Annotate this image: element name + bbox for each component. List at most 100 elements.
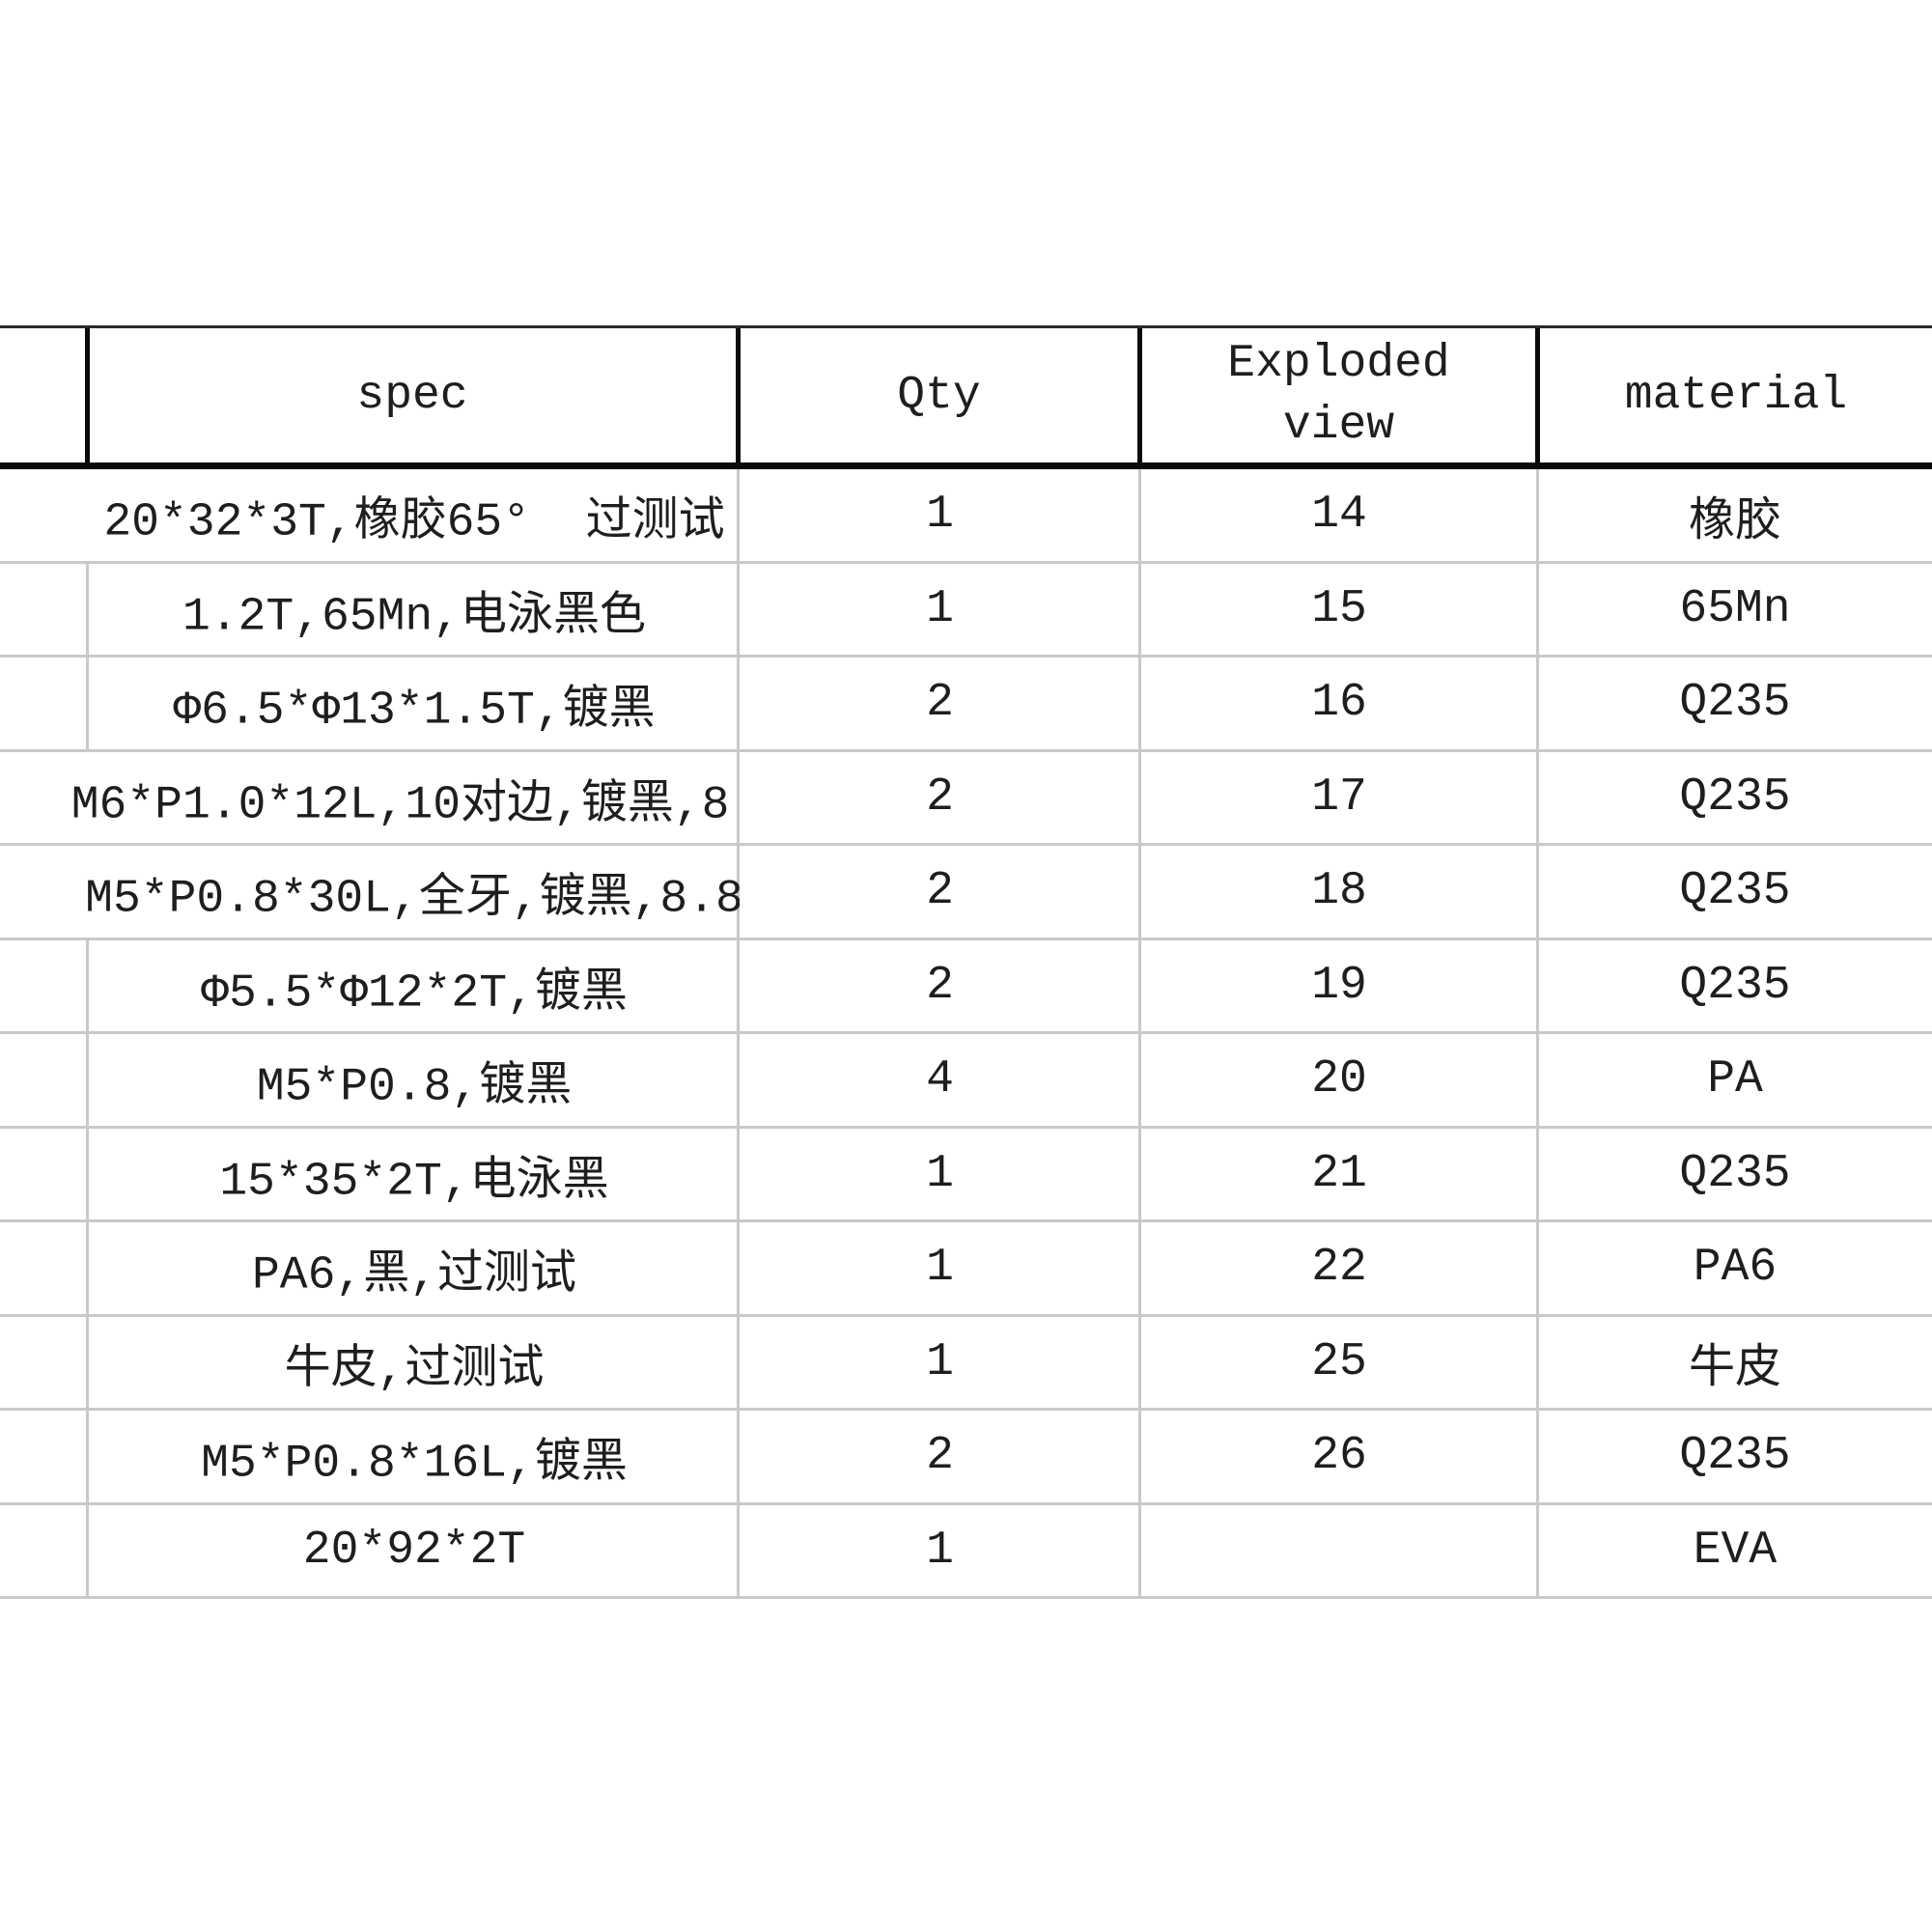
material-cell: Q235 <box>1679 1430 1791 1483</box>
table-row: 20*32*3T,橡胶65° 过测试 1 14 橡胶 <box>0 469 1932 564</box>
column-gridline <box>1138 469 1141 561</box>
table-row: M6*P1.0*12L,10对边,镀黑,8. 2 17 Q235 <box>0 751 1932 846</box>
column-gridline <box>1536 1504 1539 1596</box>
spec-cell: M5*P0.8,镀黑 <box>256 1061 573 1114</box>
material-cell: EVA <box>1693 1524 1778 1577</box>
column-gridline <box>1536 1316 1539 1408</box>
column-gridline <box>86 939 89 1031</box>
column-gridline <box>1138 658 1141 749</box>
material-cell: 65Mn <box>1679 582 1791 635</box>
column-gridline <box>737 1222 740 1314</box>
column-gridline <box>736 328 741 462</box>
exploded-view-cell: 18 <box>1311 865 1367 918</box>
spec-cell: 1.2T,65Mn,电泳黑色 <box>182 591 647 644</box>
column-gridline <box>737 751 740 843</box>
exploded-view-cell: 14 <box>1311 489 1367 542</box>
header-cell-qty: Qty <box>741 328 1137 462</box>
qty-cell: 1 <box>926 1524 954 1577</box>
column-gridline <box>737 563 740 655</box>
header-cell-spec: spec <box>89 328 736 462</box>
spec-cell: 牛皮,过测试 <box>284 1344 545 1397</box>
column-gridline <box>737 658 740 749</box>
header-label-spec: spec <box>356 369 468 422</box>
qty-cell: 1 <box>926 1147 954 1200</box>
qty-cell: 2 <box>926 865 954 918</box>
column-gridline <box>737 1411 740 1502</box>
column-gridline <box>1536 563 1539 655</box>
column-gridline <box>86 1504 89 1596</box>
exploded-view-cell: 20 <box>1311 1053 1367 1106</box>
material-cell: PA6 <box>1693 1242 1778 1295</box>
qty-cell: 1 <box>926 1242 954 1295</box>
spec-cell: M6*P1.0*12L,10对边,镀黑,8. <box>70 779 740 832</box>
column-gridline <box>1536 1222 1539 1314</box>
spec-cell: Φ5.5*Φ12*2T,镀黑 <box>201 967 628 1021</box>
table-row: 牛皮,过测试 1 25 牛皮 <box>0 1316 1932 1411</box>
column-gridline <box>1138 939 1141 1031</box>
qty-cell: 4 <box>926 1053 954 1106</box>
table-row: 15*35*2T,电泳黑 1 21 Q235 <box>0 1128 1932 1222</box>
spec-cell: 20*32*3T,橡胶65° 过测试 <box>103 496 725 549</box>
exploded-view-cell: 26 <box>1311 1430 1367 1483</box>
material-cell: Q235 <box>1679 959 1791 1012</box>
material-cell: Q235 <box>1679 770 1791 824</box>
material-cell: 橡胶 <box>1688 496 1781 549</box>
header-label-material: material <box>1624 369 1848 422</box>
column-gridline <box>737 1034 740 1126</box>
material-cell: Q235 <box>1679 677 1791 730</box>
column-gridline <box>86 1222 89 1314</box>
bom-table: spec Qty Exploded view material 20*32*3T… <box>0 325 1932 1599</box>
qty-cell: 1 <box>926 489 954 542</box>
spec-cell: M5*P0.8*30L,全牙,镀黑,8.8 <box>85 873 740 926</box>
column-gridline <box>1535 328 1540 462</box>
column-gridline <box>1536 658 1539 749</box>
exploded-view-cell: 16 <box>1311 677 1367 730</box>
column-gridline <box>86 1411 89 1502</box>
header-cell-exploded-view: Exploded view <box>1142 328 1535 462</box>
column-gridline <box>86 658 89 749</box>
column-gridline <box>1137 328 1142 462</box>
column-gridline <box>737 469 740 561</box>
column-gridline <box>86 563 89 655</box>
table-row: M5*P0.8,镀黑 4 20 PA <box>0 1034 1932 1129</box>
qty-cell: 2 <box>926 1430 954 1483</box>
table-header-row: spec Qty Exploded view material <box>0 325 1932 469</box>
column-gridline <box>1536 846 1539 938</box>
table-row: M5*P0.8*16L,镀黑 2 26 Q235 <box>0 1411 1932 1505</box>
column-gridline <box>737 1504 740 1596</box>
column-gridline <box>737 846 740 938</box>
column-gridline <box>1138 846 1141 938</box>
table-row: 20*92*2T 1 EVA <box>0 1504 1932 1599</box>
table-row: Φ6.5*Φ13*1.5T,镀黑 2 16 Q235 <box>0 658 1932 752</box>
table-row: Φ5.5*Φ12*2T,镀黑 2 19 Q235 <box>0 939 1932 1034</box>
table-row: 1.2T,65Mn,电泳黑色 1 15 65Mn <box>0 563 1932 658</box>
column-gridline <box>1536 751 1539 843</box>
column-gridline <box>85 328 90 462</box>
qty-cell: 1 <box>926 582 954 635</box>
column-gridline <box>737 1316 740 1408</box>
column-gridline <box>1138 1411 1141 1502</box>
spec-cell: PA6,黑,过测试 <box>251 1249 577 1302</box>
column-gridline <box>1536 1411 1539 1502</box>
qty-cell: 2 <box>926 677 954 730</box>
qty-cell: 1 <box>926 1335 954 1388</box>
exploded-view-cell: 25 <box>1311 1335 1367 1388</box>
column-gridline <box>86 1034 89 1126</box>
column-gridline <box>1138 1222 1141 1314</box>
column-gridline <box>86 1128 89 1219</box>
table-row: M5*P0.8*30L,全牙,镀黑,8.8 2 18 Q235 <box>0 846 1932 940</box>
spec-cell: M5*P0.8*16L,镀黑 <box>201 1438 628 1491</box>
column-gridline <box>1536 1034 1539 1126</box>
header-cell-material: material <box>1540 328 1932 462</box>
material-cell: 牛皮 <box>1688 1344 1781 1397</box>
column-gridline <box>1138 1034 1141 1126</box>
exploded-view-cell <box>1140 1505 1538 1597</box>
header-label-qty: Qty <box>897 369 981 422</box>
exploded-view-cell: 22 <box>1311 1242 1367 1295</box>
column-gridline <box>1138 751 1141 843</box>
column-gridline <box>1536 1128 1539 1219</box>
spec-cell: 20*92*2T <box>302 1524 526 1577</box>
header-label-exploded-view: Exploded view <box>1227 338 1450 452</box>
exploded-view-cell: 17 <box>1311 770 1367 824</box>
material-cell: Q235 <box>1679 1147 1791 1200</box>
